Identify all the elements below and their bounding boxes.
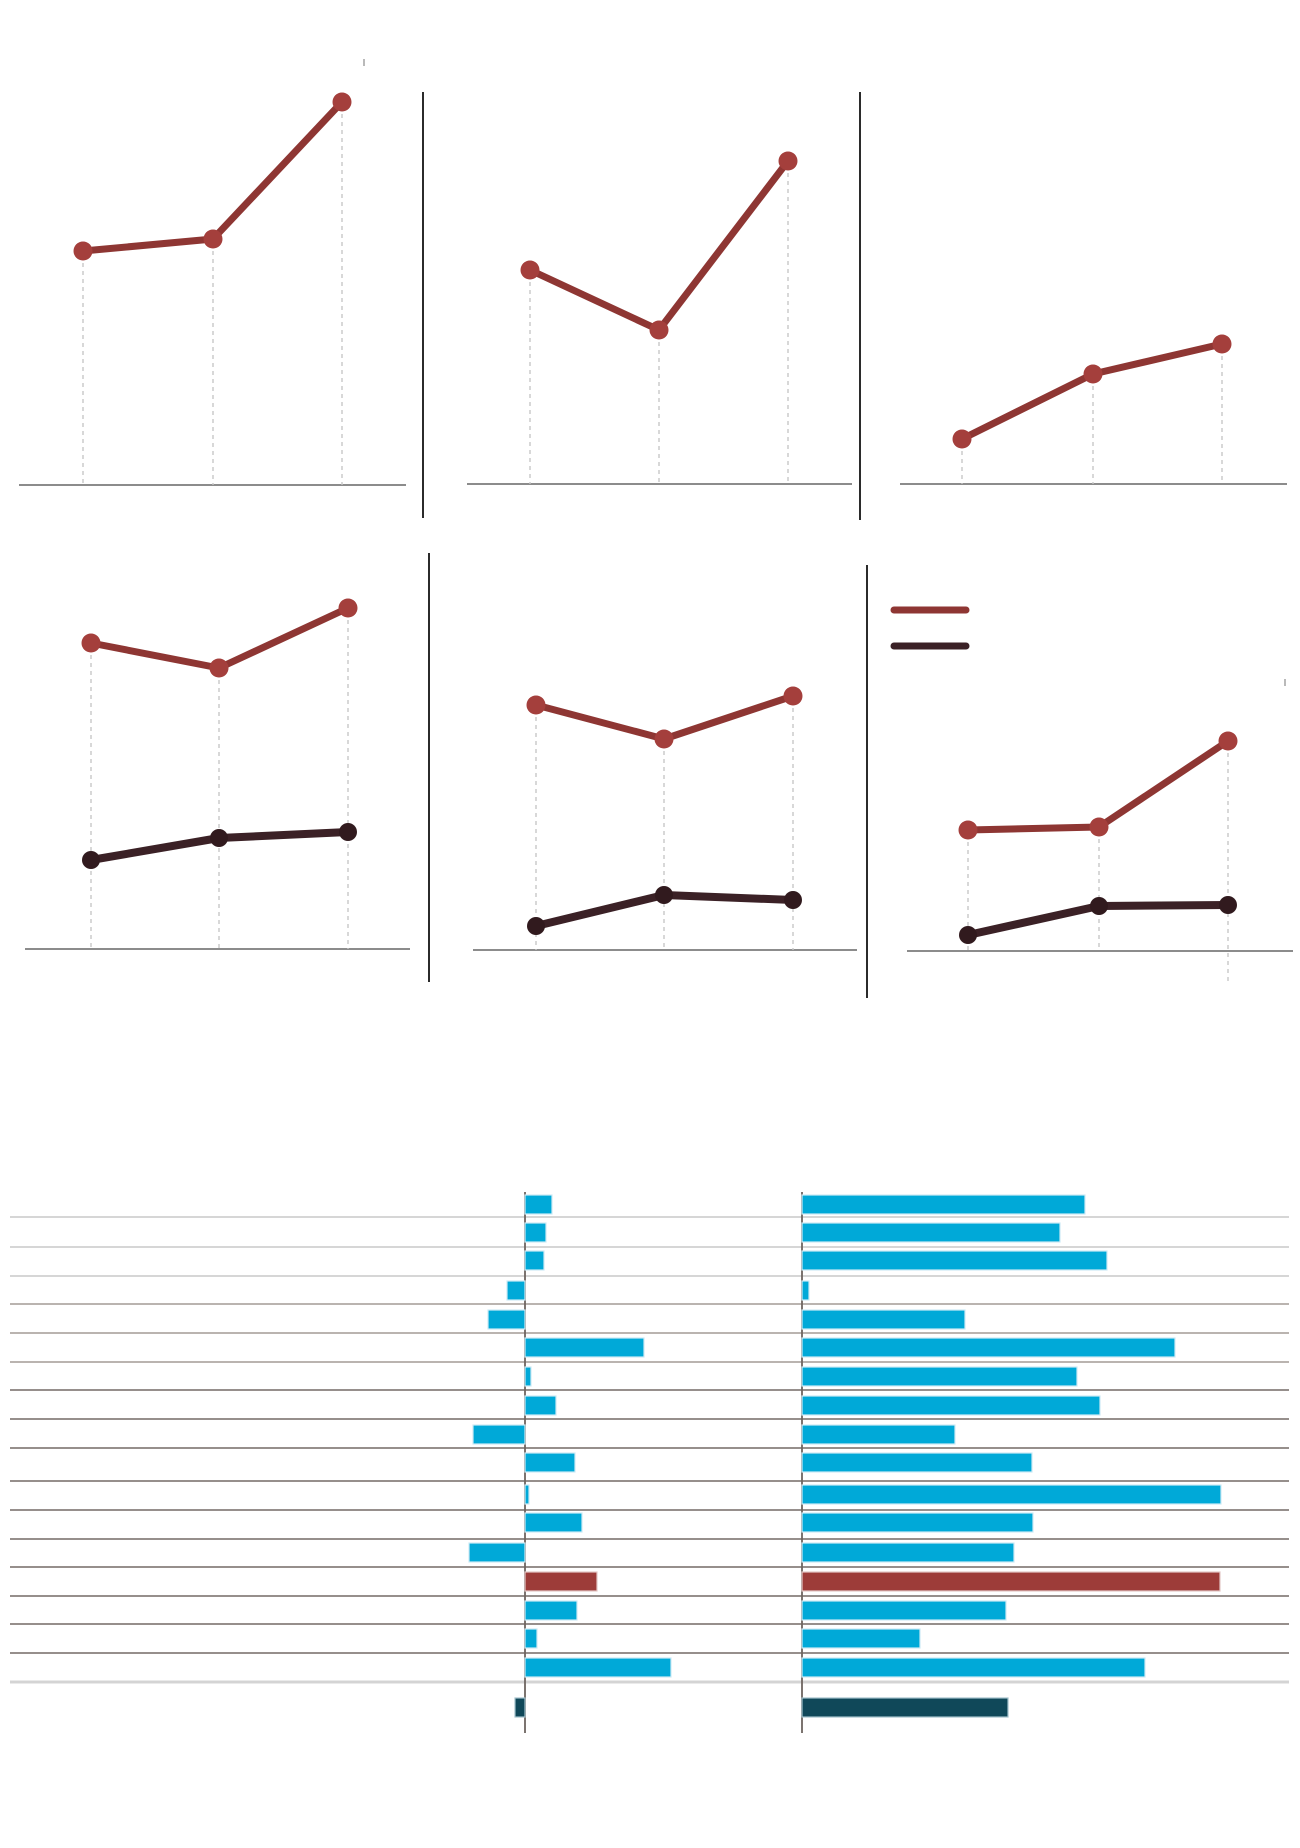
data-point-primary (958, 820, 978, 840)
data-point-primary (783, 686, 803, 706)
data-point-primary (778, 151, 798, 171)
bar-left-cyan (524, 1366, 532, 1387)
bar-right-cyan (801, 1542, 1015, 1563)
bar-right-cyan (801, 1395, 1101, 1416)
bar-left-cyan (524, 1452, 576, 1473)
bar-right-cyan (801, 1600, 1007, 1621)
bar-left-cyan (524, 1194, 553, 1215)
data-point-primary (81, 633, 101, 653)
bar-left-cyan (524, 1222, 547, 1243)
bar-right-red (801, 1571, 1221, 1592)
line-series-primary (964, 737, 1232, 834)
bar-left-cyan (524, 1628, 538, 1649)
data-point-primary (1218, 731, 1238, 751)
bar-left-cyan (472, 1424, 526, 1445)
bar-left-cyan (524, 1657, 672, 1678)
data-point-primary (649, 320, 669, 340)
line-series-primary (958, 340, 1226, 443)
bar-left-cyan (524, 1250, 545, 1271)
data-point-secondary (210, 829, 228, 847)
bar-left-cyan (524, 1337, 645, 1358)
bar-right-teal (801, 1697, 1009, 1718)
data-point-primary (332, 92, 352, 112)
bar-right-cyan (801, 1280, 810, 1301)
bar-right-cyan (801, 1222, 1061, 1243)
bar-right-cyan (801, 1452, 1033, 1473)
data-point-primary (1089, 817, 1109, 837)
bar-left-cyan (524, 1484, 530, 1505)
data-point-secondary (1219, 896, 1237, 914)
bar-right-cyan (801, 1512, 1034, 1533)
bar-right-cyan (801, 1309, 966, 1330)
bar-left-teal (514, 1697, 526, 1718)
data-point-primary (526, 695, 546, 715)
data-point-primary (1083, 364, 1103, 384)
data-point-secondary (959, 926, 977, 944)
bar-right-cyan (801, 1250, 1108, 1271)
bar-right-cyan (801, 1484, 1222, 1505)
data-point-secondary (82, 851, 100, 869)
data-point-primary (209, 658, 229, 678)
data-point-secondary (339, 823, 357, 841)
bar-left-cyan (524, 1600, 578, 1621)
bar-left-red (524, 1571, 598, 1592)
data-point-secondary (655, 886, 673, 904)
data-point-primary (73, 241, 93, 261)
bar-right-cyan (801, 1194, 1086, 1215)
bar-left-cyan (487, 1309, 526, 1330)
bar-right-cyan (801, 1657, 1146, 1678)
bar-right-cyan (801, 1424, 956, 1445)
data-point-primary (338, 598, 358, 618)
bar-right-cyan (801, 1337, 1176, 1358)
bar-left-cyan (524, 1395, 557, 1416)
data-point-secondary (784, 891, 802, 909)
line-series-primary (526, 157, 792, 334)
data-point-primary (952, 429, 972, 449)
data-point-primary (520, 260, 540, 280)
bar-right-cyan (801, 1628, 921, 1649)
data-point-secondary (1090, 897, 1108, 915)
bar-left-cyan (506, 1280, 526, 1301)
bar-left-cyan (468, 1542, 526, 1563)
bar-left-cyan (524, 1512, 583, 1533)
data-point-primary (203, 229, 223, 249)
data-point-secondary (527, 917, 545, 935)
bar-right-cyan (801, 1366, 1078, 1387)
data-point-primary (654, 729, 674, 749)
data-point-primary (1212, 334, 1232, 354)
line-series-primary (79, 98, 346, 255)
